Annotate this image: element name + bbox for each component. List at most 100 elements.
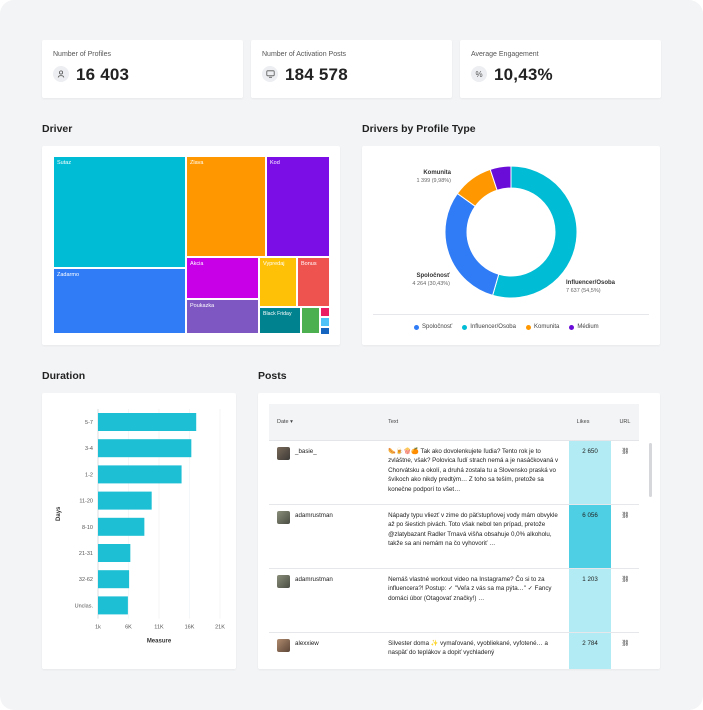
author-name[interactable]: _basie_ <box>295 447 317 455</box>
monitor-icon <box>262 66 278 82</box>
column-header-text[interactable]: Text <box>380 404 569 441</box>
treemap-cell-small-4[interactable] <box>320 327 330 335</box>
column-header-likes[interactable]: Likes <box>568 404 612 441</box>
donut-legend: Spoločnosť Influencer/Osoba Komunita Médium <box>414 324 599 330</box>
bar-21-31[interactable] <box>98 544 131 562</box>
bar-5-7[interactable] <box>98 413 197 431</box>
x-tick-label: 21K <box>215 625 225 631</box>
user-icon <box>53 66 69 82</box>
posts-table: Date ▾ Text Likes URL _basie_ 🌭🍺🍿🍊 Tak a… <box>269 404 639 669</box>
data-label-name: Influencer/Osoba <box>566 280 616 286</box>
duration-card: 1k 6K 11K 16K 21K 5-7 3-4 1-2 11-20 8-10 21-31 32-6… <box>42 393 236 669</box>
duration-bar-chart: 1k 6K 11K 16K 21K 5-7 3-4 1-2 11-20 8-10 21-31 32-6… <box>56 409 225 645</box>
table-row[interactable]: alexxiew Silvester doma ✨ vymaľované, vy… <box>269 632 639 669</box>
donut-card: Influencer/Osoba 7 637 (54,5%) Spoločnosť 4… <box>362 146 660 345</box>
treemap-cell-vypredaj[interactable]: Vypredaj <box>259 257 297 307</box>
legend-divider <box>373 314 649 315</box>
post-text: 🌭🍺🍿🍊 Tak ako dovolenkujete ľudia? Tento … <box>388 447 559 493</box>
legend-item[interactable]: Komunita <box>525 324 559 330</box>
legend-label: Influencer/Osoba <box>470 324 516 330</box>
treemap-label: Kod <box>270 160 280 166</box>
table-row[interactable]: adamrustman Nápady typu vliezť v zime do… <box>269 504 639 569</box>
bar-3-4[interactable] <box>98 439 192 458</box>
donut-slice-spolo-nos-[interactable] <box>444 192 500 297</box>
legend-item[interactable]: Influencer/Osoba <box>462 324 516 330</box>
link-icon[interactable]: ⛓ <box>611 440 639 505</box>
treemap-cell-bonus[interactable]: Bonus <box>297 257 330 307</box>
treemap-cell-poukazka[interactable]: Poukazka <box>186 299 259 334</box>
table-scrollbar[interactable] <box>649 443 652 497</box>
y-tick-label: Unclas. <box>75 603 94 609</box>
treemap-cell-kod[interactable]: Kod <box>266 156 330 257</box>
kpi-value: 10,43% <box>494 65 553 84</box>
kpi-card-posts: Number of Activation Posts 184 578 <box>251 40 452 98</box>
author-name[interactable]: adamrustman <box>295 575 333 583</box>
treemap-label: Black Friday <box>263 311 292 317</box>
drivers-by-type-title: Drivers by Profile Type <box>362 123 476 135</box>
donut-chart: Influencer/Osoba 7 637 (54,5%) Spoločnosť 4… <box>412 165 616 299</box>
bar-11-20[interactable] <box>98 491 152 510</box>
y-tick-label: 21-31 <box>79 551 93 557</box>
kpi-label: Average Engagement <box>471 51 539 58</box>
x-tick-label: 16K <box>185 625 195 631</box>
driver-title: Driver <box>42 123 73 135</box>
bar-unclas-[interactable] <box>98 596 128 615</box>
kpi-label: Number of Profiles <box>53 51 111 58</box>
legend-label: Médium <box>577 324 599 330</box>
treemap-cell-sutaz[interactable]: Sutaz <box>53 156 186 268</box>
treemap-label: Zlava <box>190 160 204 166</box>
column-header-date[interactable]: Date ▾ <box>269 404 381 441</box>
sort-down-icon[interactable]: ▾ <box>290 418 293 425</box>
legend-label: Spoločnosť <box>422 324 453 330</box>
avatar <box>277 574 290 588</box>
x-tick-label: 1k <box>95 625 101 631</box>
treemap-label: Poukazka <box>190 303 215 309</box>
treemap-cell-akcia[interactable]: Akcia <box>186 257 259 299</box>
y-tick-label: 8-10 <box>82 525 93 531</box>
post-text: Nemáš vlastné workout video na Instagram… <box>388 575 552 602</box>
kpi-value: 16 403 <box>76 65 130 84</box>
avatar <box>277 510 290 524</box>
bar-8-10[interactable] <box>98 517 145 536</box>
bar-1-2[interactable] <box>98 465 182 484</box>
likes-value: 1 203 <box>568 568 612 633</box>
treemap-cell-small-2[interactable] <box>320 307 330 317</box>
column-label: URL <box>619 418 631 425</box>
treemap-cell-small-3[interactable] <box>320 317 330 327</box>
author-name[interactable]: alexxiew <box>295 639 319 647</box>
legend-item[interactable]: Spoločnosť <box>414 324 452 330</box>
data-label-name: Komunita <box>423 170 451 176</box>
treemap-cell-black-friday[interactable]: Black Friday <box>259 307 301 334</box>
column-label: Text <box>388 418 399 425</box>
driver-treemap-card: Sutaz Zadarmo Zlava Kod Akcia Vypredaj B… <box>42 146 340 345</box>
legend-swatch <box>462 324 468 330</box>
y-tick-label: 32-62 <box>79 577 93 583</box>
kpi-card-profiles: Number of Profiles 16 403 <box>42 40 243 98</box>
y-axis-title: Days <box>56 506 62 521</box>
bar-32-62[interactable] <box>98 570 130 589</box>
column-label: Date <box>277 418 289 425</box>
donut-slice-m-dium[interactable] <box>489 165 512 191</box>
table-row[interactable]: adamrustman Nemáš vlastné workout video … <box>269 568 639 633</box>
treemap-label: Bonus <box>301 261 317 267</box>
avatar <box>277 638 290 652</box>
author-name[interactable]: adamrustman <box>295 511 333 519</box>
y-tick-label: 5-7 <box>85 420 93 426</box>
treemap-label: Akcia <box>190 261 204 267</box>
legend-item[interactable]: Médium <box>569 324 599 330</box>
link-icon[interactable]: ⛓ <box>611 504 639 569</box>
treemap-cell-zadarmo[interactable]: Zadarmo <box>53 268 186 334</box>
donut-slice-influencer-osoba[interactable] <box>492 165 578 299</box>
treemap-cell-zlava[interactable]: Zlava <box>186 156 266 257</box>
link-icon[interactable]: ⛓ <box>611 568 639 633</box>
column-header-url[interactable]: URL <box>611 404 639 441</box>
treemap-cell-small-1[interactable] <box>301 307 320 334</box>
treemap-label: Zadarmo <box>57 272 80 278</box>
treemap-label: Sutaz <box>57 160 72 166</box>
kpi-label: Number of Activation Posts <box>262 51 347 58</box>
link-icon[interactable]: ⛓ <box>611 632 639 669</box>
x-axis-title: Measure <box>147 639 172 645</box>
post-text: Silvester doma ✨ vymaľované, vyobliekané… <box>388 639 548 657</box>
table-row[interactable]: _basie_ 🌭🍺🍿🍊 Tak ako dovolenkujete ľudia… <box>269 440 639 505</box>
